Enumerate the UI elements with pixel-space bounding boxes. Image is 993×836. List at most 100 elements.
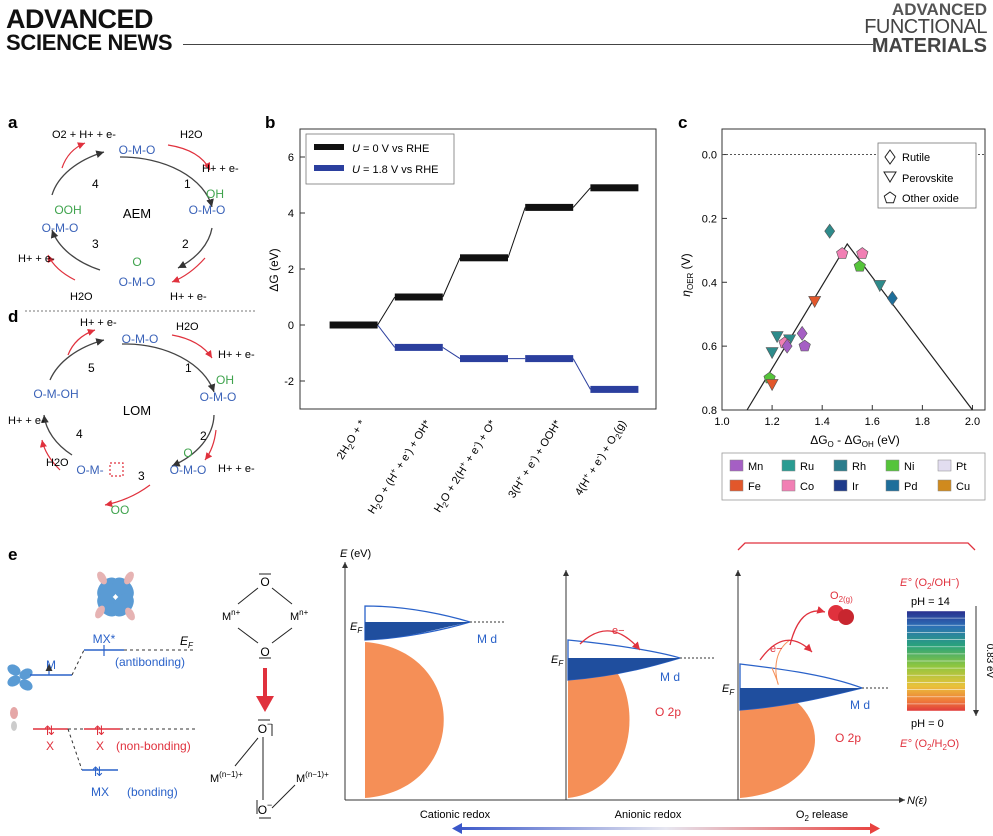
ef-label-3: EF xyxy=(722,683,735,697)
o2p-band-2 xyxy=(568,640,630,798)
mo-connect-1 xyxy=(71,649,85,676)
lom-red-3 xyxy=(104,484,151,508)
b-ytick-label: 4 xyxy=(288,208,294,220)
element-label: Ru xyxy=(800,461,814,473)
aem-ads-left: OOH xyxy=(54,203,81,217)
b-category-label: 4(H+ + e-) + O2(g) xyxy=(571,417,630,499)
aem-species-left: O-M-O xyxy=(42,221,79,235)
c-ytick-label: 0.2 xyxy=(702,213,717,225)
legend-rutile: Rutile xyxy=(902,152,930,164)
element-label: Pd xyxy=(904,481,917,493)
aem-step-1: 1 xyxy=(184,177,191,191)
legend-swatch-u18 xyxy=(314,165,344,171)
c-point-diamond xyxy=(824,223,836,239)
panel-b-legend xyxy=(305,133,455,185)
b-energy-level xyxy=(590,385,639,393)
b-category-label: H2O + (H+ + e-) + OH* xyxy=(364,417,435,518)
panel-e-letter: e xyxy=(8,545,17,564)
aem-in-1: H2O xyxy=(180,129,203,141)
c-xtick-label: 1.2 xyxy=(764,416,779,428)
element-label: Rh xyxy=(852,461,866,473)
o2-molecule-atom-2 xyxy=(838,609,854,625)
panel-c-frame xyxy=(721,128,986,411)
peroxide-m-left: M(n−1)+ xyxy=(210,770,243,785)
md-band-filled-2 xyxy=(568,658,680,680)
b-connector xyxy=(442,346,461,360)
md-label-2: M d xyxy=(660,670,680,684)
legend-perovskite: Perovskite xyxy=(902,173,953,185)
lom-step-1: 1 xyxy=(185,361,192,375)
panel-b-ylabel: ΔG (eV) xyxy=(267,248,281,291)
logo-right-line3: MATERIALS xyxy=(871,35,987,58)
lom-step-3: 3 xyxy=(138,469,145,483)
gradient-arrow-left-head xyxy=(452,823,462,834)
mo-mxstar-label: MX* xyxy=(93,632,116,646)
aem-red-3 xyxy=(47,254,76,281)
journal-logo-right: ADVANCED FUNCTIONAL MATERIALS xyxy=(864,1,987,58)
element-label: Fe xyxy=(748,481,761,493)
c-point-diamond xyxy=(796,325,808,341)
b-ytick-label: 6 xyxy=(288,152,294,164)
element-swatch xyxy=(833,459,848,472)
c-point-triangle xyxy=(765,379,779,392)
md-band-filled-3 xyxy=(740,688,862,710)
c-xtick-label: 1.0 xyxy=(714,416,729,428)
journal-logo-left: ADVANCED SCIENCE NEWS xyxy=(6,6,173,54)
lom-out-1: H+ + e- xyxy=(218,349,255,361)
aem-center: AEM xyxy=(123,206,151,221)
peroxide-top-o: O− xyxy=(258,719,273,736)
b-ytick-label: -2 xyxy=(284,376,294,388)
panel-d-letter: d xyxy=(8,307,18,326)
element-swatch xyxy=(885,479,900,492)
peroxide-bond-right xyxy=(271,784,296,809)
c-ytick-label: 0.0 xyxy=(702,150,717,162)
caption-o2-release: O2 release xyxy=(796,809,848,823)
transform-arrow-head xyxy=(256,696,274,712)
element-label: Ni xyxy=(904,461,914,473)
lom-in-4: H2O xyxy=(46,457,69,469)
b-energy-level xyxy=(525,203,574,211)
lom-out-5: H+ + e- xyxy=(80,317,117,329)
peroxide-m-right: M(n−1)+ xyxy=(296,770,329,785)
aem-arc-2 xyxy=(177,227,213,269)
c-ytick-label: 0.8 xyxy=(702,405,717,417)
lom-red-4 xyxy=(39,439,61,471)
c-point-diamond xyxy=(781,338,793,354)
lom-out-2: H+ + e- xyxy=(218,463,255,475)
legend-pentagon-icon xyxy=(883,191,897,204)
peroxide-bottom-o: O− xyxy=(258,800,273,817)
element-swatch xyxy=(781,459,796,472)
peroxo-bond-3 xyxy=(237,627,259,644)
electron-arrow-2 xyxy=(759,639,813,661)
o2p-label-2: O 2p xyxy=(655,705,681,719)
b-ytick-label: 2 xyxy=(288,264,294,276)
peroxo-bond-2 xyxy=(271,587,293,605)
c-point-pentagon xyxy=(853,259,866,272)
lom-red-5 xyxy=(67,328,96,356)
panel-c-lines xyxy=(722,154,985,411)
lom-out-4: H+ + e- xyxy=(8,415,45,427)
c-point-pentagon xyxy=(798,339,811,352)
aem-ads-right: OH xyxy=(206,187,224,201)
aem-step-4: 4 xyxy=(92,177,99,191)
electron-label-2: e− xyxy=(770,643,783,655)
mo-bonding: (bonding) xyxy=(127,785,178,799)
o2-release-arrow xyxy=(789,606,826,646)
lom-arc-4 xyxy=(49,338,105,381)
panel-b-series xyxy=(329,184,639,393)
element-label: Co xyxy=(800,481,814,493)
aem-red-4 xyxy=(61,142,86,169)
md-label-3: M d xyxy=(850,698,870,712)
c-point-diamond xyxy=(886,290,898,306)
mo-mx-label: MX xyxy=(91,785,109,799)
panel-a: a O-M-O O-M-O OH O-M-O O O-M-O OOH AEM 1… xyxy=(8,113,239,303)
b-energy-level xyxy=(590,184,639,192)
md-band-filled-1 xyxy=(365,622,470,640)
ph0-label: pH = 0 xyxy=(911,718,944,730)
panel-a-letter: a xyxy=(8,113,18,132)
panel-c-ticks: 1.0 1.2 1.4 1.6 1.8 2.0 0.0 0.2 0.4 0.6 0.8 xyxy=(702,150,980,428)
mo-x-right-electrons: ⇅ xyxy=(94,723,105,738)
element-swatch xyxy=(729,479,744,492)
